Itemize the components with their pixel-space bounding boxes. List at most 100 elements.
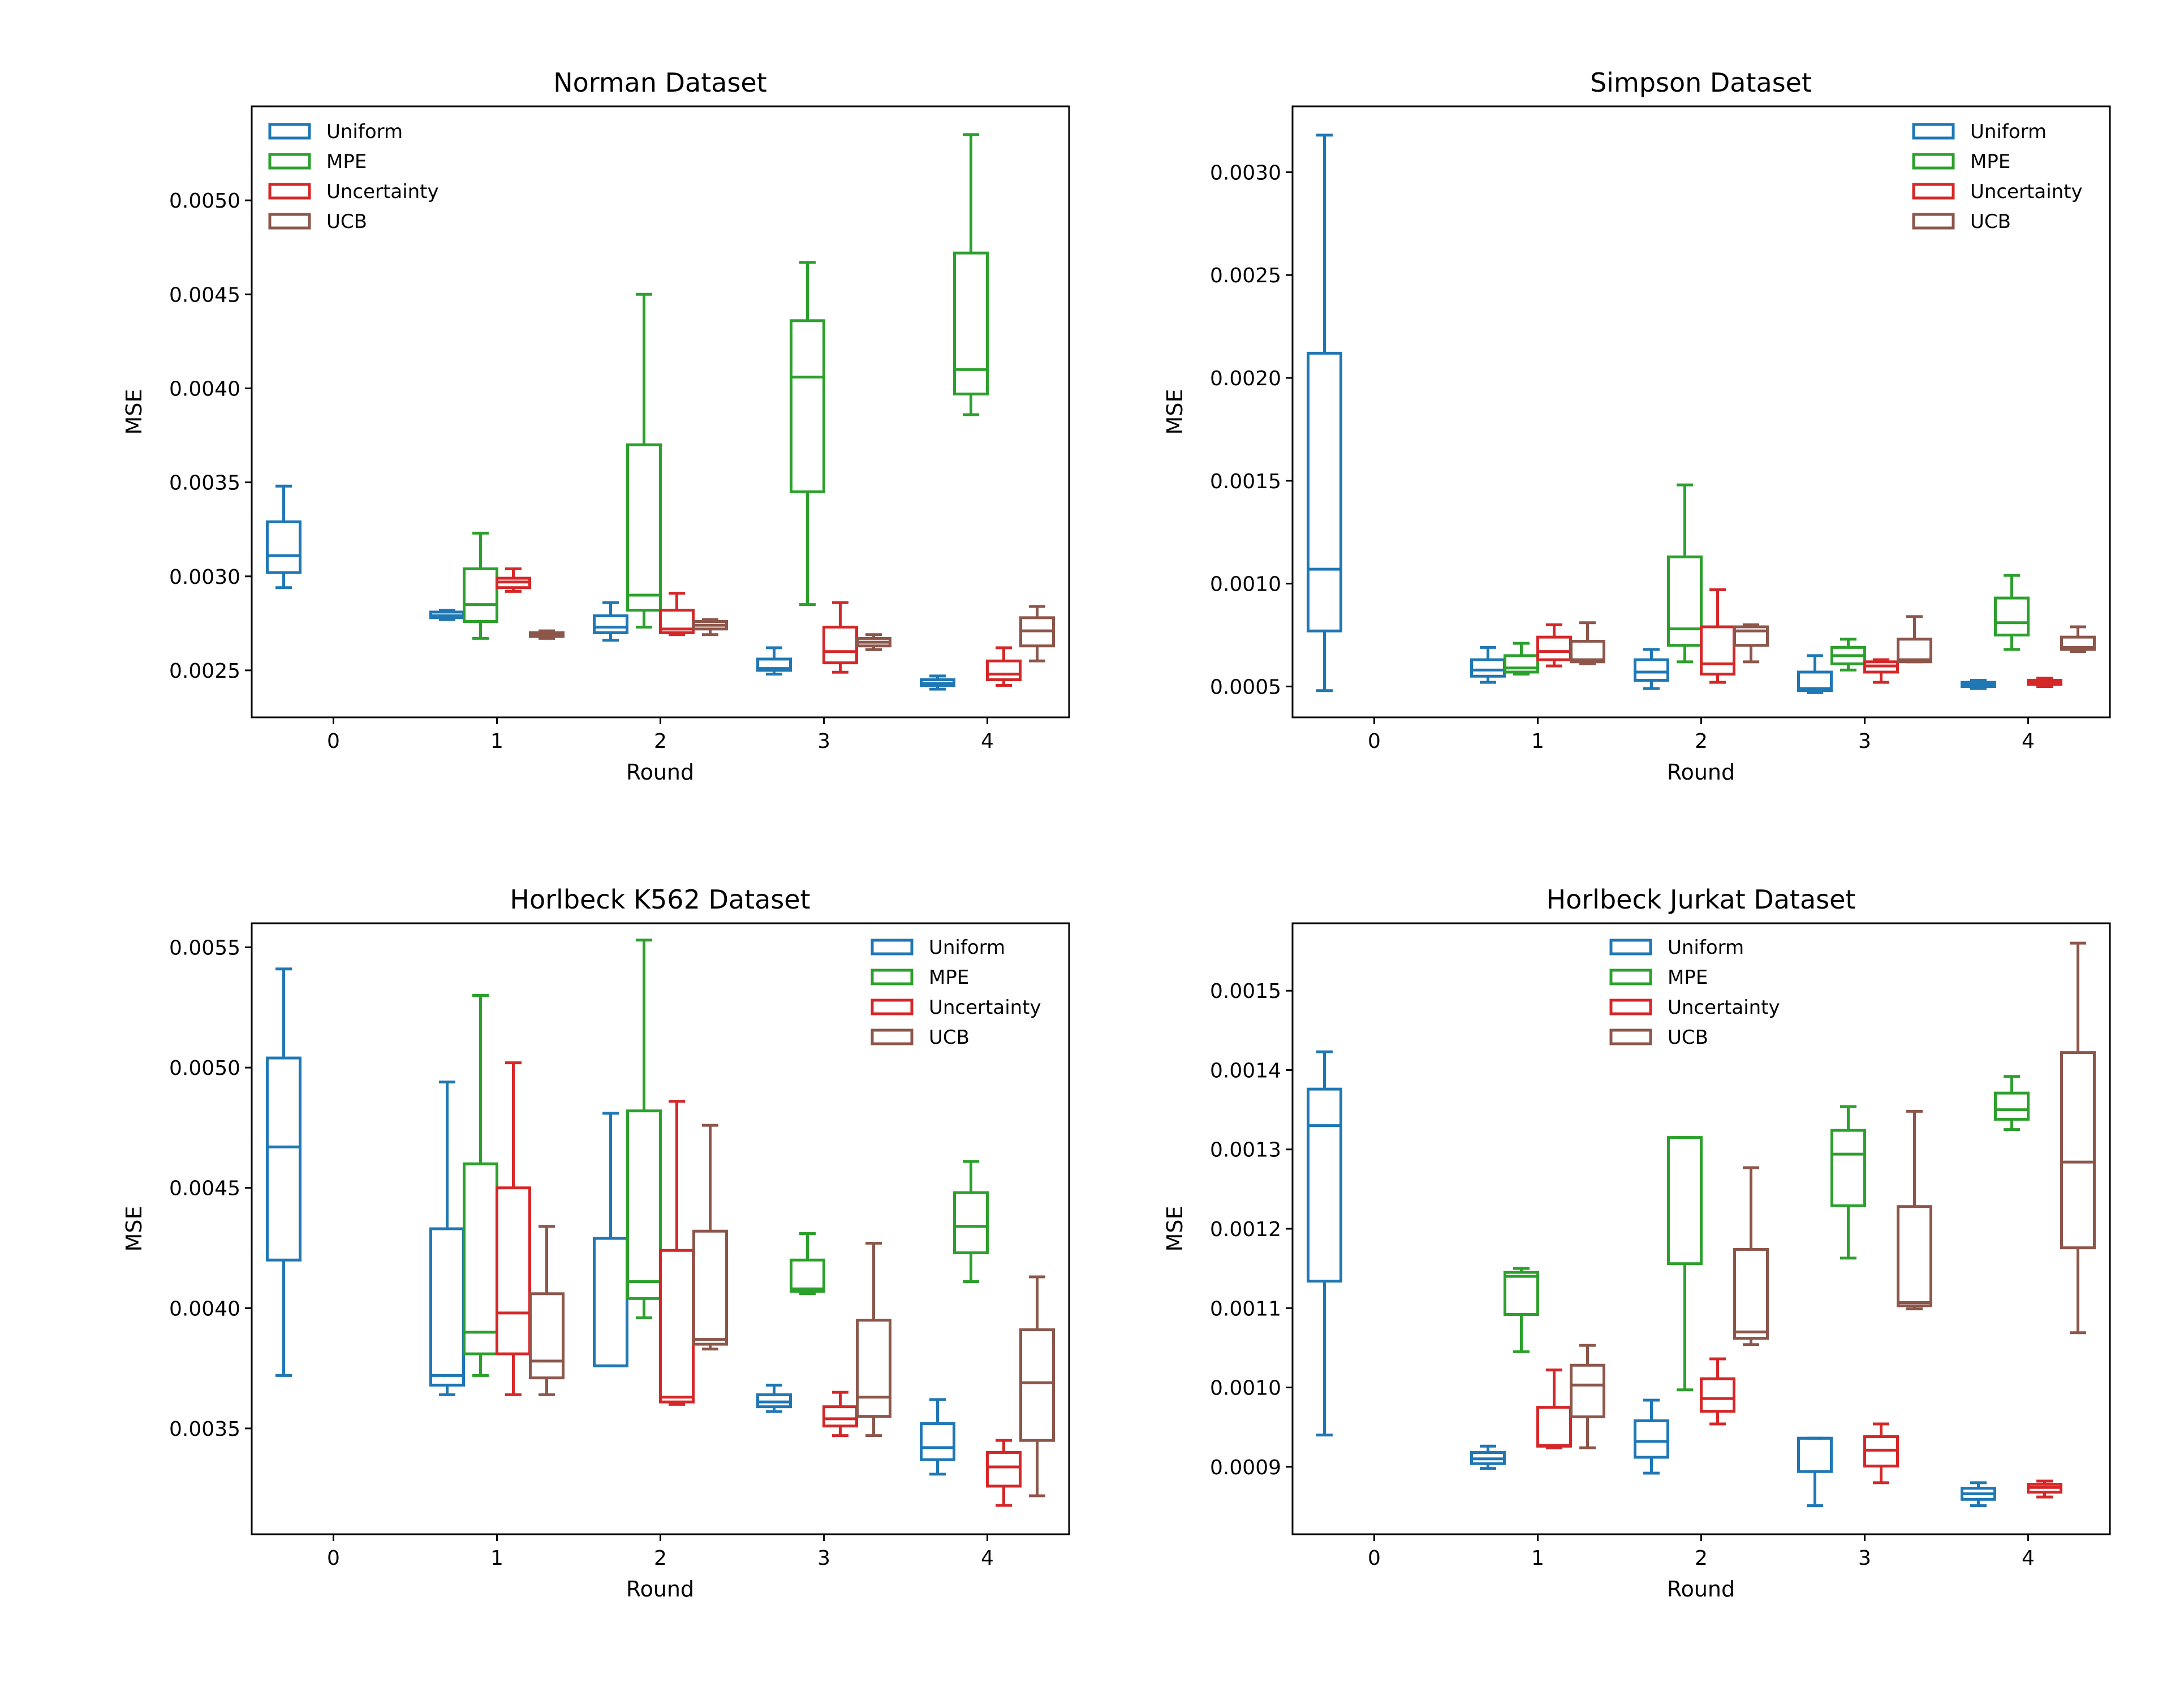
y-tick-label: 0.0050 <box>169 190 240 213</box>
y-tick-label: 0.0009 <box>1210 1456 1281 1479</box>
box-round-4 <box>2027 677 2062 688</box>
box-round-2 <box>593 1112 628 1367</box>
legend-swatch <box>1912 213 1955 230</box>
y-tick-label: 0.0055 <box>169 937 240 960</box>
panel-horlbeck-k562: Horlbeck K562 Dataset Round MSE 0 1 2 3 4 0.0… <box>122 884 1070 1602</box>
box-iqr <box>1634 658 1669 682</box>
series-uniform <box>1307 134 1996 694</box>
legend-label: Uniform <box>326 120 403 143</box>
chart-title: Norman Dataset <box>553 67 767 98</box>
box-iqr <box>1994 1091 2030 1121</box>
x-axis-label: Round <box>626 1577 694 1602</box>
box-round-2 <box>1700 1357 1735 1426</box>
box-iqr <box>1019 1328 1055 1442</box>
legend-swatch <box>1609 999 1652 1015</box>
box-round-2 <box>692 1124 728 1351</box>
legend-swatch <box>1609 939 1652 956</box>
series-ucb <box>1570 615 2096 665</box>
y-tick-label: 0.0005 <box>1210 675 1281 699</box>
box-round-4 <box>2060 941 2096 1335</box>
x-tick-label: 0 <box>1368 730 1381 753</box>
box-round-1 <box>1536 1368 1572 1449</box>
y-tick-label: 0.0015 <box>1210 980 1281 1003</box>
legend-label: Uncertainty <box>1668 996 1780 1019</box>
box-iqr <box>1504 654 1539 674</box>
box-round-1 <box>529 629 565 640</box>
box-round-2 <box>593 601 628 642</box>
chart-title: Horlbeck Jurkat Dataset <box>1547 884 1856 915</box>
box-round-1 <box>1470 1444 1506 1470</box>
legend: Uniform MPE Uncertainty UCB <box>1912 120 2083 233</box>
box-iqr <box>1700 1377 1735 1413</box>
box-round-2 <box>626 292 662 629</box>
box-round-3 <box>1830 638 1866 672</box>
legend-label: MPE <box>326 150 367 173</box>
box-round-3 <box>1797 654 1833 694</box>
legend-label: UCB <box>929 1026 970 1049</box>
x-tick-label: 1 <box>1531 730 1544 753</box>
x-tick-label: 3 <box>817 730 830 753</box>
chart-title: Horlbeck K562 Dataset <box>510 884 810 915</box>
box-round-3 <box>822 601 858 674</box>
legend-swatch <box>1912 183 1955 200</box>
box-round-2 <box>1634 648 1669 690</box>
y-tick-label: 0.0035 <box>169 472 240 495</box>
y-tick-label: 0.0020 <box>1210 367 1281 390</box>
box-round-1 <box>1504 642 1539 676</box>
y-tick-label: 0.0040 <box>169 377 240 401</box>
box-iqr <box>986 1451 1022 1488</box>
x-tick-label: 0 <box>327 730 340 753</box>
legend-item-uncertainty: Uncertainty <box>871 996 1041 1019</box>
legend-label: Uniform <box>1668 936 1744 959</box>
legend-item-mpe: MPE <box>1912 150 2010 173</box>
legend-label: UCB <box>1668 1026 1708 1049</box>
y-axis-label: MSE <box>122 1206 147 1252</box>
legend-item-mpe: MPE <box>268 150 367 173</box>
series-uncertainty <box>496 567 1022 687</box>
legend-label: Uncertainty <box>929 996 1041 1019</box>
box-iqr <box>463 567 498 623</box>
box-iqr <box>2060 635 2096 651</box>
x-tick-label: 4 <box>2022 1547 2035 1570</box>
box-round-3 <box>1797 1436 1833 1508</box>
series-ucb <box>529 1124 1055 1497</box>
series-mpe <box>1504 483 2030 676</box>
y-tick-label: 0.0011 <box>1210 1297 1281 1320</box>
y-tick-label: 0.0012 <box>1210 1218 1281 1241</box>
box-round-2 <box>1667 1136 1703 1392</box>
y-axis-label: MSE <box>1162 389 1187 435</box>
box-round-1 <box>1570 1344 1605 1449</box>
box-round-2 <box>626 939 662 1319</box>
x-tick-label: 0 <box>1368 1547 1381 1570</box>
legend-item-mpe: MPE <box>1609 966 1708 989</box>
box-iqr <box>1570 639 1605 664</box>
legend-label: MPE <box>1668 966 1708 989</box>
legend-swatch <box>268 123 311 140</box>
legend-swatch <box>268 213 311 230</box>
legend-swatch <box>268 153 311 170</box>
legend-label: MPE <box>1970 150 2010 173</box>
legend-item-ucb: UCB <box>1609 1026 1708 1049</box>
legend-swatch <box>1912 153 1955 170</box>
box-iqr <box>856 1319 891 1418</box>
series-mpe <box>1504 1075 2030 1392</box>
box-iqr <box>266 1056 301 1262</box>
box-round-4 <box>2060 625 2096 653</box>
legend-item-ucb: UCB <box>268 210 367 233</box>
box-round-1 <box>1570 621 1605 665</box>
legend-label: Uncertainty <box>326 180 439 203</box>
box-iqr <box>1897 1205 1932 1307</box>
box-iqr <box>1307 351 1342 632</box>
legend: Uniform MPE Uncertainty UCB <box>268 120 439 233</box>
box-round-4 <box>986 646 1022 687</box>
box-round-4 <box>1994 1075 2030 1131</box>
box-round-3 <box>856 1242 891 1438</box>
legend-swatch <box>871 969 914 985</box>
legend-item-uniform: Uniform <box>268 120 403 143</box>
box-iqr <box>1570 1363 1605 1418</box>
legend-swatch <box>871 1028 914 1045</box>
box-round-4 <box>920 674 955 691</box>
y-tick-label: 0.0025 <box>1210 264 1281 287</box>
box-round-0 <box>266 484 301 589</box>
box-iqr <box>1634 1419 1669 1459</box>
